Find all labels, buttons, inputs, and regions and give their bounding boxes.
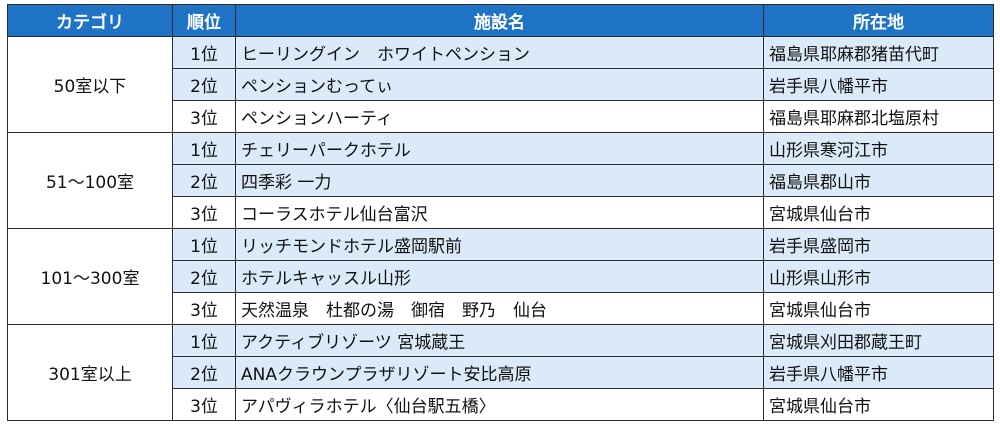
location-cell: 岩手県盛岡市 [763, 228, 994, 261]
facility-cell: アパヴィラホテル〈仙台駅五橋〉 [235, 388, 764, 421]
location-cell: 山形県山形市 [763, 260, 994, 293]
table-row: 301室以上 1位 アクティブリゾーツ 宮城蔵王 宮城県刈田郡蔵王町 [7, 324, 994, 421]
category-cell: 101～300室 [7, 228, 173, 325]
table-row: 101～300室 1位 リッチモンドホテル盛岡駅前 岩手県盛岡市 [7, 228, 994, 325]
location-cell: 福島県耶麻郡猪苗代町 [763, 36, 994, 69]
facility-cell: ANAクラウンプラザリゾート安比高原 [235, 356, 764, 389]
facility-cell: アクティブリゾーツ 宮城蔵王 [235, 324, 764, 357]
table-row: 3位 コーラスホテル仙台富沢 宮城県仙台市 [8, 196, 994, 229]
facility-cell: ペンションむってぃ [235, 68, 764, 101]
location-cell: 岩手県八幡平市 [763, 68, 994, 101]
table-row: 51～100室 1位 チェリーパークホテル 山形県寒河江市 [7, 132, 994, 229]
facility-cell: ペンションハーティ [235, 100, 764, 133]
rank-cell: 2位 [172, 164, 236, 197]
location-cell: 福島県耶麻郡北塩原村 [763, 100, 994, 133]
location-cell: 宮城県刈田郡蔵王町 [763, 324, 994, 357]
rank-cell: 1位 [172, 132, 236, 165]
facility-cell: 天然温泉 杜都の湯 御宿 野乃 仙台 [235, 292, 764, 325]
location-cell: 山形県寒河江市 [763, 132, 994, 165]
location-cell: 福島県郡山市 [763, 164, 994, 197]
table-row: 3位 アパヴィラホテル〈仙台駅五橋〉 宮城県仙台市 [8, 388, 994, 421]
rank-cell: 1位 [172, 324, 236, 357]
header-category: カテゴリ [7, 4, 173, 37]
rank-cell: 3位 [172, 196, 236, 229]
category-cell: 301室以上 [7, 324, 173, 421]
header-row: カテゴリ 順位 施設名 所在地 [7, 4, 994, 37]
rank-cell: 2位 [172, 356, 236, 389]
facility-cell: コーラスホテル仙台富沢 [235, 196, 764, 229]
location-cell: 宮城県仙台市 [763, 388, 994, 421]
category-cell: 50室以下 [7, 36, 173, 133]
facility-cell: 四季彩 一力 [235, 164, 764, 197]
table-row: 3位 ペンションハーティ 福島県耶麻郡北塩原村 [8, 100, 994, 133]
rank-cell: 1位 [172, 228, 236, 261]
ranking-table: カテゴリ 順位 施設名 所在地 50室以下 1位 ヒーリングイン ホワイトペンシ… [7, 4, 994, 421]
header-facility: 施設名 [235, 4, 764, 37]
rank-cell: 2位 [172, 260, 236, 293]
location-cell: 宮城県仙台市 [763, 292, 994, 325]
header-location: 所在地 [763, 4, 994, 37]
rank-cell: 3位 [172, 388, 236, 421]
facility-cell: チェリーパークホテル [235, 132, 764, 165]
rank-cell: 1位 [172, 36, 236, 69]
location-cell: 宮城県仙台市 [763, 196, 994, 229]
facility-cell: ホテルキャッスル山形 [235, 260, 764, 293]
header-rank: 順位 [172, 4, 236, 37]
rank-cell: 3位 [172, 100, 236, 133]
location-cell: 岩手県八幡平市 [763, 356, 994, 389]
rank-cell: 3位 [172, 292, 236, 325]
facility-cell: リッチモンドホテル盛岡駅前 [235, 228, 764, 261]
table-row: 2位 ANAクラウンプラザリゾート安比高原 岩手県八幡平市 [8, 356, 994, 389]
table-row: 2位 四季彩 一力 福島県郡山市 [8, 164, 994, 197]
table-row: 50室以下 1位 ヒーリングイン ホワイトペンション 福島県耶麻郡猪苗代町 [7, 36, 994, 133]
rank-cell: 2位 [172, 68, 236, 101]
table-row: 2位 ホテルキャッスル山形 山形県山形市 [8, 260, 994, 293]
category-cell: 51～100室 [7, 132, 173, 229]
table-row: 2位 ペンションむってぃ 岩手県八幡平市 [8, 68, 994, 101]
facility-cell: ヒーリングイン ホワイトペンション [235, 36, 764, 69]
